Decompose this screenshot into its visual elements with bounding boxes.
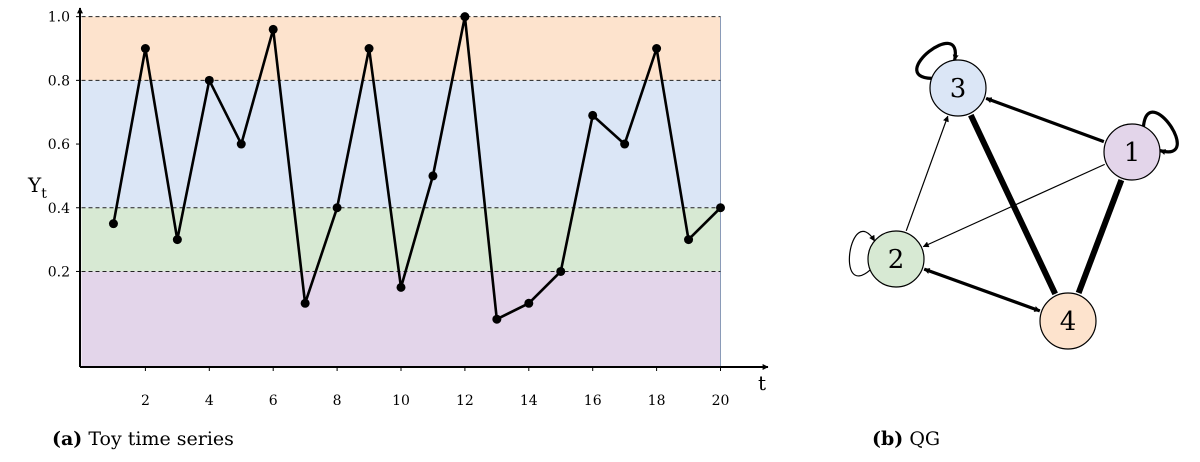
node-circle	[1039, 292, 1097, 350]
data-point	[396, 282, 406, 292]
edge-3-to-4	[968, 113, 1058, 296]
data-point	[172, 235, 182, 245]
data-point	[524, 298, 534, 308]
data-point	[620, 139, 630, 149]
edge-2-to-4	[923, 267, 1041, 313]
x-axis-label: t	[758, 371, 766, 395]
caption-b: (b) QG	[872, 428, 940, 450]
edge-self-loop-1	[1141, 110, 1179, 155]
x-tick-label: 12	[456, 393, 474, 409]
data-point	[108, 219, 118, 229]
caption-b-text: QG	[909, 428, 941, 450]
data-point	[428, 171, 438, 181]
chart-ticks: 0.2 0.4 0.6 0.8 1.0 2 4 6 8 10 12 14 16 18 20	[48, 10, 730, 409]
data-point	[588, 110, 598, 120]
series-polyline	[112, 15, 722, 321]
time-series-chart: 0.2 0.4 0.6 0.8 1.0 2 4 6 8 10 12 14 16 18 20 Yt t	[27, 7, 769, 409]
data-point	[300, 298, 310, 308]
y-axis-label: Yt	[27, 173, 47, 202]
data-point	[556, 266, 566, 276]
quantile-bands	[81, 16, 721, 367]
x-tick-label: 6	[269, 393, 278, 409]
edge-1-to-3	[985, 96, 1105, 144]
edge-4-to-1	[1075, 178, 1125, 295]
data-point	[460, 12, 470, 22]
series-points	[108, 12, 725, 324]
node-4: 4	[1039, 292, 1097, 350]
y-tick-label: 1.0	[48, 10, 70, 26]
edge-2-to-3	[905, 115, 949, 232]
data-point	[140, 44, 150, 53]
node-circle	[1103, 123, 1161, 181]
y-tick-label: 0.2	[48, 264, 70, 280]
edge-self-loop-2	[848, 231, 876, 277]
data-point	[332, 203, 342, 213]
x-tick-label: 2	[141, 393, 150, 409]
x-tick-label: 20	[712, 393, 730, 409]
series-line	[112, 15, 722, 321]
x-tick-label: 4	[205, 393, 214, 409]
node-label: 2	[888, 245, 905, 275]
data-point	[684, 235, 694, 245]
node-3: 3	[929, 59, 987, 117]
data-point	[236, 139, 246, 149]
node-label: 3	[950, 74, 967, 104]
graph-edges	[848, 41, 1179, 313]
quantile-graph: 1 2 3 4	[848, 41, 1179, 350]
band-quantile-4	[81, 16, 721, 81]
node-label: 4	[1060, 307, 1077, 337]
node-label: 1	[1124, 138, 1141, 168]
data-point	[364, 44, 374, 53]
data-point	[492, 314, 502, 324]
x-tick-label: 16	[584, 393, 602, 409]
band-quantile-2	[81, 207, 721, 272]
x-tick-label: 18	[648, 393, 666, 409]
x-tick-label: 10	[392, 393, 410, 409]
node-circle	[929, 59, 987, 117]
y-tick-label: 0.4	[48, 201, 70, 217]
node-2: 2	[867, 230, 925, 288]
chart-axes	[77, 7, 769, 370]
node-circle	[867, 230, 925, 288]
caption-a-text: Toy time series	[88, 428, 234, 450]
data-point	[716, 203, 725, 213]
data-point	[652, 44, 662, 53]
quantile-level-lines	[81, 16, 721, 272]
x-tick-label: 8	[333, 393, 342, 409]
y-tick-label: 0.8	[48, 73, 70, 89]
caption-b-tag: (b)	[872, 428, 904, 450]
caption-a-tag: (a)	[52, 428, 83, 450]
caption-a: (a) Toy time series	[52, 428, 234, 450]
edge-self-loop-3	[915, 41, 959, 80]
x-tick-label: 14	[520, 393, 538, 409]
data-point	[204, 75, 214, 85]
data-point	[268, 24, 278, 34]
graph-nodes: 1 2 3 4	[867, 59, 1161, 350]
node-1: 1	[1103, 123, 1161, 181]
y-tick-label: 0.6	[48, 137, 70, 153]
